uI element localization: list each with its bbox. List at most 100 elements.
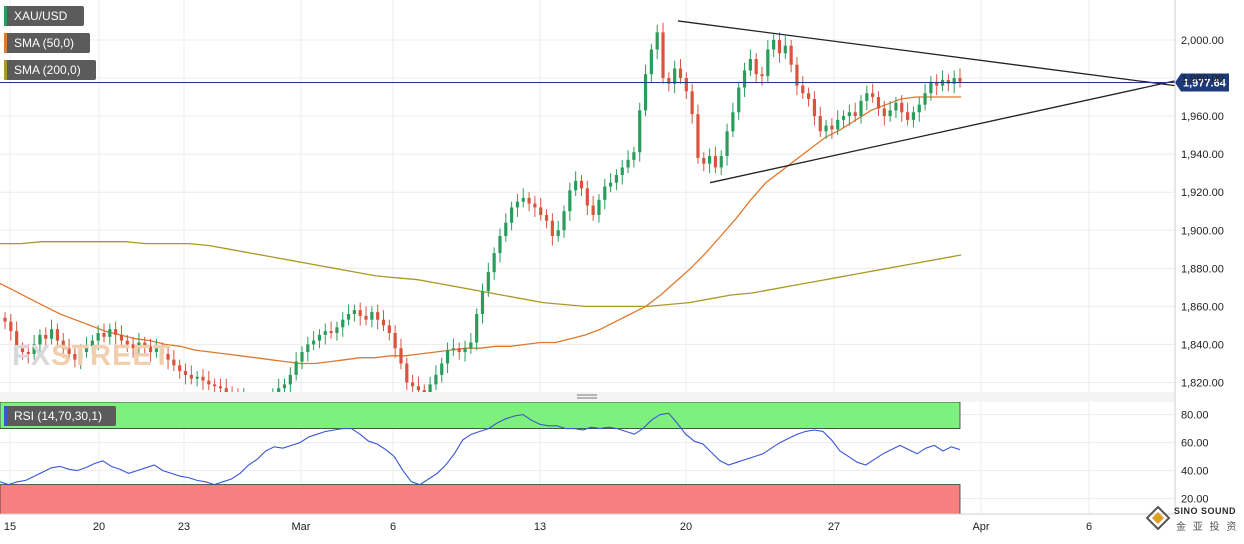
candle-body [143, 342, 147, 347]
candle-body [90, 340, 94, 347]
candle-body [358, 310, 362, 316]
y-tick-label: 1,840.00 [1181, 339, 1224, 351]
fxstreet-watermark: FXSTREET [12, 340, 172, 372]
brand-name: SINO SOUND [1174, 506, 1237, 516]
candle-body [49, 329, 54, 339]
candle-body [777, 39, 782, 54]
candle-body [323, 331, 327, 335]
candle-body [26, 352, 30, 354]
candle-body [393, 333, 397, 349]
candle-body [952, 78, 956, 84]
sma200-line-group [0, 241, 962, 308]
main-grid [0, 0, 1175, 392]
candle-body [597, 199, 601, 216]
candle-body [440, 363, 444, 375]
sinosound-logo-icon [1146, 506, 1170, 530]
candle-body [830, 125, 834, 130]
x-tick-label: 6 [390, 521, 396, 533]
candle-body [929, 81, 933, 94]
candle-body [935, 81, 939, 86]
y-tick-label: 1,880.00 [1181, 263, 1224, 275]
candle-body [865, 93, 869, 101]
candle-body [504, 222, 508, 236]
candle-body [434, 374, 438, 385]
legend-rsi-label: RSI (14,70,30,1) [14, 409, 103, 423]
candle-body [614, 175, 619, 183]
candle-body [178, 365, 182, 372]
candle-body [539, 207, 543, 216]
candle-body [306, 344, 310, 353]
candle-body [108, 329, 112, 337]
candle-body [702, 157, 706, 164]
candle-body [591, 205, 595, 216]
x-tick-label: 13 [534, 521, 546, 533]
rsi-overbought-zone [0, 401, 961, 430]
candle-body [917, 104, 921, 113]
candle-body [486, 272, 490, 292]
candle-body [836, 119, 840, 130]
candle-body [370, 312, 374, 320]
candle-body [515, 201, 520, 208]
candle-body [213, 384, 217, 387]
candle-body [428, 384, 432, 392]
candle-body [61, 340, 65, 349]
candle-body [795, 64, 799, 86]
candle-body [125, 340, 129, 345]
candle-body [544, 215, 549, 221]
candle-body [754, 58, 758, 75]
candle-body [154, 348, 159, 353]
y-tick-label: 1,920.00 [1181, 187, 1224, 199]
rsi-y-tick-label: 40.00 [1181, 466, 1209, 478]
rsi-y-tick-label: 80.00 [1181, 410, 1209, 422]
candle-body [638, 110, 642, 153]
legend-sma200[interactable]: SMA (200,0) [4, 60, 96, 80]
candle-body [760, 74, 764, 77]
candle-body [352, 310, 356, 314]
candle-body [521, 197, 525, 202]
legend-sma50[interactable]: SMA (50,0) [4, 33, 90, 53]
y-tick-label: 1,900.00 [1181, 225, 1224, 237]
candle-body [958, 78, 962, 82]
candle-body [422, 390, 426, 392]
candle-body [451, 348, 455, 351]
candle-body [218, 386, 223, 389]
candle-body [748, 58, 752, 71]
candle-body [900, 102, 904, 113]
rsi-group [0, 401, 961, 515]
candle-body [818, 116, 822, 132]
x-tick-label: 23 [178, 521, 190, 533]
candle-body [643, 74, 648, 111]
candle-body [678, 68, 683, 79]
candle-body [876, 97, 881, 109]
candle-body [923, 93, 927, 105]
candle-body [131, 344, 135, 349]
candle-body [201, 376, 205, 381]
legend-instrument[interactable]: XAU/USD [4, 6, 84, 26]
legend-rsi[interactable]: RSI (14,70,30,1) [4, 406, 116, 426]
candle-body [801, 85, 805, 94]
current-price-tag [1181, 73, 1229, 92]
trendlines-group [677, 20, 1176, 184]
candle-body [661, 32, 665, 79]
candle-body [574, 180, 578, 191]
axes-group: 2,000.00 1,980.00 1,960.00 1,940.00 1,920.00… [0, 0, 1224, 533]
candle-body [655, 32, 659, 50]
candle-body [911, 112, 916, 120]
candle-body [300, 352, 304, 362]
candle-body [725, 131, 729, 157]
candle-body [381, 319, 386, 326]
y-tick-label: 1,960.00 [1181, 111, 1224, 123]
candle-body [708, 156, 712, 164]
candle-body [329, 331, 333, 334]
candle-body [20, 348, 25, 353]
x-tick-label: Mar [292, 521, 311, 533]
candle-body [312, 340, 316, 345]
candle-body [148, 346, 153, 353]
candle-body [387, 325, 391, 334]
x-tick-label: 20 [680, 521, 692, 533]
candle-body [550, 220, 554, 236]
candle-body [946, 79, 950, 84]
candle-body [317, 334, 322, 341]
candle-body [783, 45, 787, 54]
